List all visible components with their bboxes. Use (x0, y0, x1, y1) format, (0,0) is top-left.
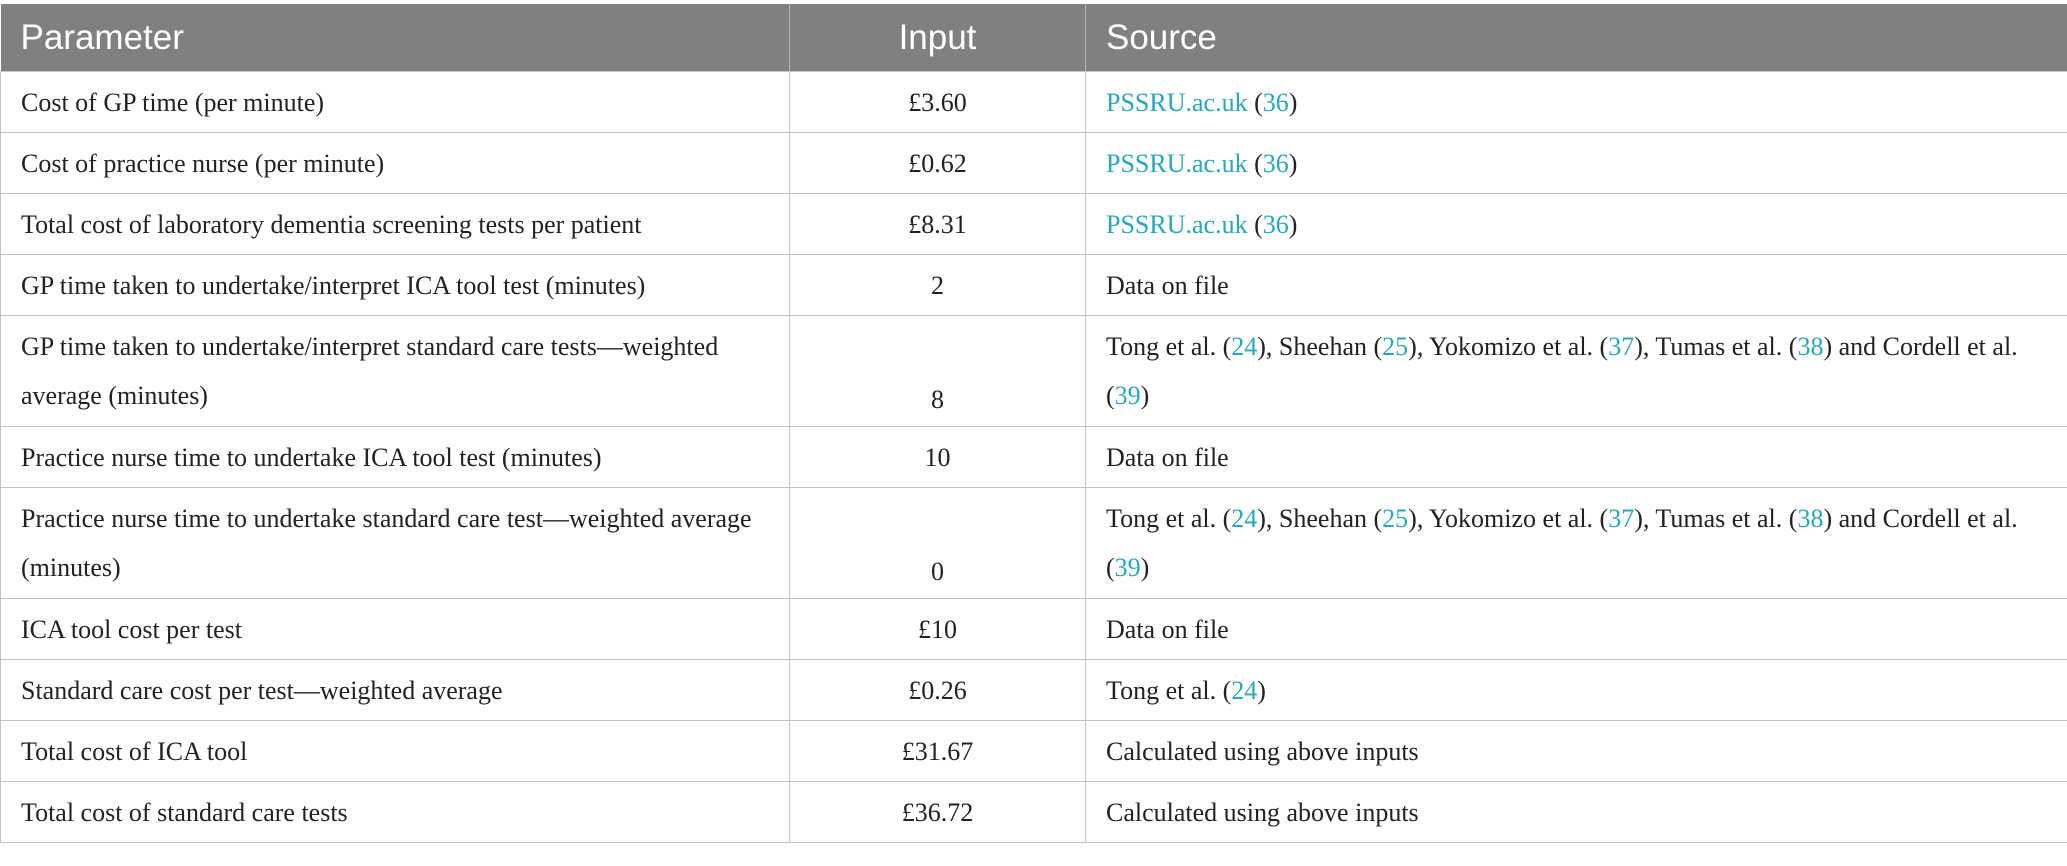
source-text: Calculated using above inputs (1106, 736, 1419, 766)
parameter-cell: GP time taken to undertake/interpret ICA… (0, 254, 790, 316)
source-text: Calculated using above inputs (1106, 797, 1419, 827)
source-text: ) (1288, 209, 1298, 239)
source-text: ) and Cordell et al. ( (1106, 504, 2018, 582)
parameter-cell: Cost of GP time (per minute) (0, 71, 790, 133)
parameter-cell: GP time taken to undertake/interpret sta… (0, 315, 790, 427)
input-cell: £3.60 (789, 71, 1086, 133)
source-cell: Tong et al. (24), Sheehan (25), Yokomizo… (1085, 487, 2067, 599)
source-cell: Calculated using above inputs (1085, 781, 2067, 843)
source-text: Tong et al. ( (1106, 675, 1232, 705)
table-row: GP time taken to undertake/interpret sta… (0, 315, 2067, 427)
source-text: Data on file (1106, 614, 1229, 644)
input-cell: 2 (789, 254, 1086, 316)
table-body: Cost of GP time (per minute) £3.60 PSSRU.a… (0, 71, 2067, 843)
source-cell: Data on file (1085, 426, 2067, 488)
reference-link[interactable]: 24 (1231, 504, 1258, 533)
source-text: ), Sheehan ( (1257, 332, 1383, 361)
input-cell: £36.72 (789, 781, 1086, 843)
reference-link[interactable]: PSSRU.ac.uk (1106, 87, 1248, 117)
source-cell: PSSRU.ac.uk (36) (1085, 193, 2067, 255)
source-text: ) (1140, 381, 1150, 410)
reference-link[interactable]: PSSRU.ac.uk (1106, 148, 1248, 178)
parameter-cell: Practice nurse time to undertake standar… (0, 487, 790, 599)
source-text: ) (1257, 675, 1266, 705)
reference-link[interactable]: 24 (1231, 675, 1258, 705)
reference-link[interactable]: 37 (1608, 332, 1635, 361)
reference-link[interactable]: 38 (1797, 504, 1824, 533)
source-text: ( (1247, 209, 1263, 239)
table-row: Standard care cost per test—weighted ave… (0, 659, 2067, 721)
source-cell: Data on file (1085, 598, 2067, 660)
source-text: Data on file (1106, 442, 1229, 472)
parameter-cell: Total cost of ICA tool (0, 720, 790, 782)
table-row: Total cost of standard care tests £36.72 C… (0, 781, 2067, 843)
reference-link[interactable]: 36 (1262, 148, 1289, 178)
source-text: ), Tumas et al. ( (1634, 504, 1798, 533)
source-text: ), Sheehan ( (1257, 504, 1383, 533)
reference-link[interactable]: 36 (1262, 209, 1289, 239)
table-row: Practice nurse time to undertake standar… (0, 487, 2067, 599)
input-cell: £0.62 (789, 132, 1086, 194)
input-cell: £8.31 (789, 193, 1086, 255)
parameter-cell: Total cost of laboratory dementia screen… (0, 193, 790, 255)
input-cell: 10 (789, 426, 1086, 488)
reference-link[interactable]: 24 (1231, 332, 1258, 361)
source-text: ) (1140, 553, 1150, 582)
table-row: Total cost of ICA tool £31.67 Calculated u… (0, 720, 2067, 782)
parameter-cell: Practice nurse time to undertake ICA too… (0, 426, 790, 488)
parameters-table: Parameter Input Source Cost of GP time (… (0, 4, 2067, 843)
reference-link[interactable]: 25 (1382, 504, 1409, 533)
table-row: Cost of practice nurse (per minute) £0.62… (0, 132, 2067, 194)
reference-link[interactable]: 39 (1114, 553, 1141, 582)
table-row: Total cost of laboratory dementia screen… (0, 193, 2067, 255)
input-cell: 8 (789, 315, 1086, 427)
input-cell: £0.26 (789, 659, 1086, 721)
source-cell: PSSRU.ac.uk (36) (1085, 132, 2067, 194)
header-row: Parameter Input Source (0, 4, 2067, 72)
source-text: ( (1247, 87, 1263, 117)
parameter-cell: Total cost of standard care tests (0, 781, 790, 843)
input-cell: £31.67 (789, 720, 1086, 782)
parameter-cell: ICA tool cost per test (0, 598, 790, 660)
source-text: Tong et al. ( (1106, 332, 1232, 361)
table-row: Cost of GP time (per minute) £3.60 PSSRU.a… (0, 71, 2067, 133)
source-text: Data on file (1106, 270, 1229, 300)
parameter-cell: Standard care cost per test—weighted ave… (0, 659, 790, 721)
reference-link[interactable]: 39 (1114, 381, 1141, 410)
input-cell: 0 (789, 487, 1086, 599)
header-parameter: Parameter (0, 4, 790, 72)
parameter-cell: Cost of practice nurse (per minute) (0, 132, 790, 194)
source-text: ), Tumas et al. ( (1634, 332, 1798, 361)
table-row: Practice nurse time to undertake ICA too… (0, 426, 2067, 488)
reference-link[interactable]: 37 (1608, 504, 1635, 533)
header-source: Source (1085, 4, 2067, 72)
source-text: ) and Cordell et al. ( (1106, 332, 2018, 410)
table-row: ICA tool cost per test £10 Data on file (0, 598, 2067, 660)
reference-link[interactable]: 36 (1262, 87, 1289, 117)
input-cell: £10 (789, 598, 1086, 660)
table-row: GP time taken to undertake/interpret ICA… (0, 254, 2067, 316)
source-cell: Data on file (1085, 254, 2067, 316)
header-input: Input (789, 4, 1086, 72)
reference-link[interactable]: 25 (1382, 332, 1409, 361)
source-text: ) (1288, 148, 1298, 178)
source-text: ), Yokomizo et al. ( (1408, 504, 1609, 533)
source-cell: PSSRU.ac.uk (36) (1085, 71, 2067, 133)
source-text: ) (1288, 87, 1298, 117)
reference-link[interactable]: 38 (1797, 332, 1824, 361)
source-cell: Calculated using above inputs (1085, 720, 2067, 782)
reference-link[interactable]: PSSRU.ac.uk (1106, 209, 1248, 239)
source-text: ( (1247, 148, 1263, 178)
source-cell: Tong et al. (24) (1085, 659, 2067, 721)
source-cell: Tong et al. (24), Sheehan (25), Yokomizo… (1085, 315, 2067, 427)
source-text: ), Yokomizo et al. ( (1408, 332, 1609, 361)
source-text: Tong et al. ( (1106, 504, 1232, 533)
